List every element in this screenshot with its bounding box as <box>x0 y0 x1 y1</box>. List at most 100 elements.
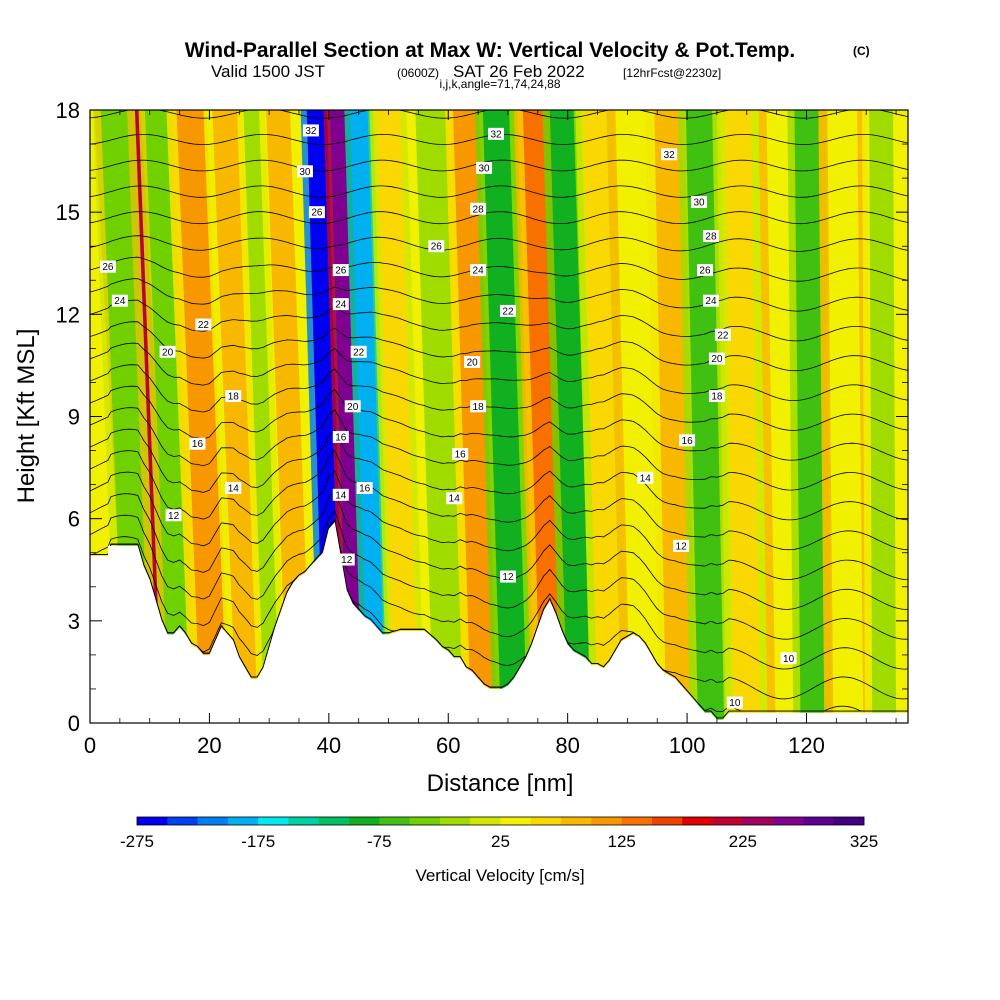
velocity-band-core <box>685 110 725 723</box>
x-tick-label: 40 <box>317 733 341 758</box>
contour-label-text: 28 <box>473 204 485 215</box>
contour-label-bg <box>225 482 242 495</box>
chart-title: Wind-Parallel Section at Max W: Vertical… <box>185 39 796 62</box>
contour-label: 24 <box>470 264 487 277</box>
contour-label: 10 <box>726 696 743 709</box>
colorbar-swatch <box>227 817 259 825</box>
isentrope-line <box>90 185 908 198</box>
contour-label-text: 26 <box>335 266 347 277</box>
contour-label-bg <box>780 652 797 665</box>
velocity-band-core <box>176 110 231 723</box>
isentrope-line <box>90 510 908 640</box>
contour-label-bg <box>195 318 212 331</box>
contour-label-text: 22 <box>198 320 210 331</box>
contour-label-text: 24 <box>335 300 347 311</box>
contour-label-text: 14 <box>640 473 652 484</box>
contour-label: 32 <box>488 127 505 140</box>
contour-label-bg <box>673 539 690 552</box>
contour-label-bg <box>708 352 725 365</box>
velocity-band-core <box>827 110 864 723</box>
contour-label: 14 <box>332 488 349 501</box>
contour-label-bg <box>499 304 516 317</box>
contour-label: 26 <box>428 240 445 253</box>
x-tick-label: 120 <box>788 733 825 758</box>
x-tick-label: 60 <box>436 733 460 758</box>
axes: 0 20 40 60 80 100 120 0 3 6 9 12 15 18 <box>56 98 908 758</box>
valid-utc: (0600Z) <box>397 66 439 80</box>
contour-label-text: 10 <box>729 698 741 709</box>
y-tick-label: 12 <box>56 302 80 327</box>
colorbar-swatch <box>470 817 501 825</box>
contour-label-bg <box>332 264 349 277</box>
copyright-mark: (C) <box>853 44 870 58</box>
contour-label: 26 <box>99 260 116 273</box>
isentrope-line <box>90 407 908 491</box>
velocity-band-core <box>376 110 419 723</box>
colorbar-swatch <box>439 817 471 825</box>
terrain-mask <box>90 522 908 723</box>
colorbar: -275 -175 -75 25 125 225 325 <box>120 816 878 851</box>
contour-label-bg <box>679 434 696 447</box>
colorbar-swatch <box>379 817 410 825</box>
valid-time: Valid 1500 JST <box>211 62 325 81</box>
contour-label-text: 26 <box>311 208 323 219</box>
colorbar-swatch <box>561 817 592 825</box>
isentrope-line <box>90 235 908 252</box>
contour-label-text: 16 <box>335 432 347 443</box>
colorbar-swatch <box>409 817 441 825</box>
colorbar-tick-label: 125 <box>608 832 636 851</box>
grid-indices: i,j,k,angle=71,74,24,88 <box>439 77 560 91</box>
colorbar-tick-label: 25 <box>491 832 510 851</box>
contour-label: 16 <box>452 447 469 460</box>
colorbar-swatch <box>500 817 532 825</box>
contour-label: 20 <box>159 345 176 358</box>
contour-label-bg <box>428 240 445 253</box>
contour-label-bg <box>696 264 713 277</box>
contour-label: 26 <box>308 206 325 219</box>
velocity-band-core <box>482 110 528 723</box>
isentrope-line <box>90 211 908 225</box>
x-tick-label: 80 <box>555 733 579 758</box>
contour-label-text: 16 <box>359 484 371 495</box>
velocity-band-core <box>724 110 760 723</box>
colorbar-tick-label: -175 <box>241 832 275 851</box>
contour-label: 16 <box>679 434 696 447</box>
plot-area: 32 32 32 30 30 30 26 28 28 26 26 26 26 24 24 24 24 22 22 22… <box>90 110 908 723</box>
contour-label-text: 30 <box>693 197 705 208</box>
isentrope-line <box>90 159 908 172</box>
contour-label-text: 26 <box>102 262 114 273</box>
contour-label-bg <box>332 488 349 501</box>
colorbar-swatch <box>530 817 562 825</box>
contour-label-text: 22 <box>353 347 365 358</box>
vertical-velocity-field <box>92 110 904 723</box>
colorbar-swatch <box>318 817 350 825</box>
isentrope-line <box>90 299 908 342</box>
contour-labels: 32 32 32 30 30 30 26 28 28 26 26 26 26 24 24 24 24 22 22 22… <box>99 124 797 709</box>
y-tick-label: 18 <box>56 98 80 123</box>
isentrope-line <box>90 428 908 521</box>
contour-label: 24 <box>332 298 349 311</box>
colorbar-swatch <box>197 817 229 825</box>
contour-label-bg <box>99 260 116 273</box>
contour-label-text: 24 <box>473 266 485 277</box>
contour-label-bg <box>488 127 505 140</box>
y-tick-label: 3 <box>68 609 80 634</box>
contour-label-bg <box>165 509 182 522</box>
colorbar-swatch <box>682 817 713 825</box>
contour-label-bg <box>159 345 176 358</box>
velocity-band-core <box>869 110 897 723</box>
isentrope-line <box>90 321 908 372</box>
contour-label-bg <box>446 492 463 505</box>
contour-label-text: 26 <box>431 242 443 253</box>
y-tick-label: 9 <box>68 405 80 430</box>
contour-label-bg <box>661 148 678 161</box>
contour-label-text: 12 <box>341 555 353 566</box>
contour-label-bg <box>189 437 206 450</box>
contour-label: 12 <box>338 553 355 566</box>
contour-label-bg <box>476 161 493 174</box>
contour-label-text: 32 <box>490 129 502 140</box>
colorbar-tick-label: 225 <box>729 832 757 851</box>
contour-label: 18 <box>708 390 725 403</box>
colorbar-swatch <box>773 817 804 825</box>
contour-label: 24 <box>111 294 128 307</box>
